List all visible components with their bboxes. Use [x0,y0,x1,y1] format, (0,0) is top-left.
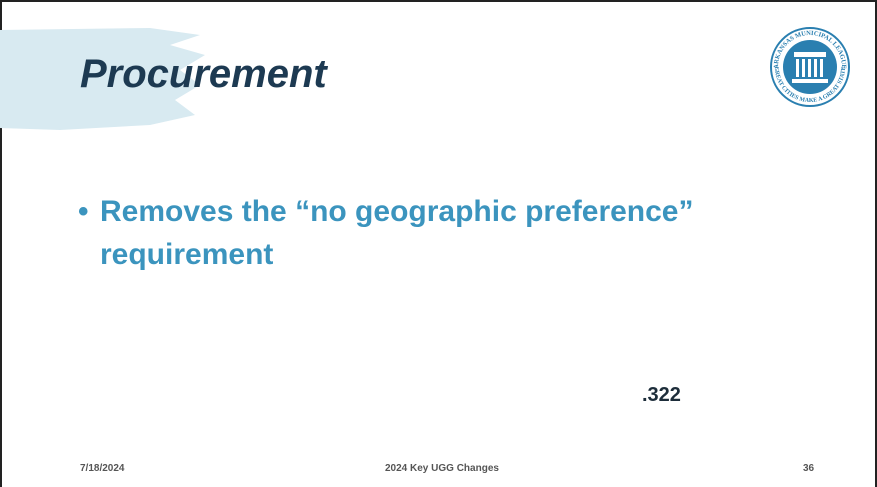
logo: ARKANSAS MUNICIPAL LEAGUE GREAT CITIES M… [770,27,850,107]
bullet: • Removes the “no geographic preference”… [78,190,798,276]
bullet-dot: • [78,195,89,228]
footer-date: 7/18/2024 [80,463,125,474]
slide-title: Procurement [80,52,327,96]
section-reference: .322 [642,384,681,406]
footer-page: 36 [803,463,815,474]
brush-stroke [0,28,205,130]
bullet-text: Removes the “no geographic preference” r… [100,195,694,271]
footer-center: 2024 Key UGG Changes [385,463,499,474]
